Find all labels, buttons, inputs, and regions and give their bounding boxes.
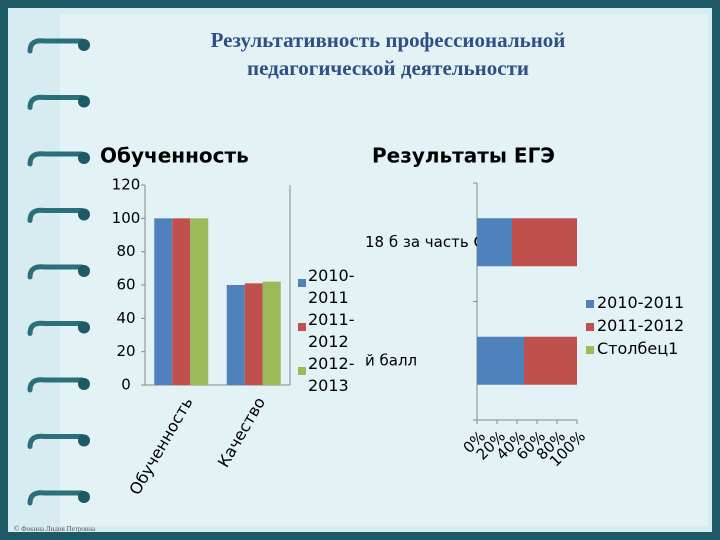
bar	[262, 281, 281, 385]
ring	[27, 264, 85, 280]
slide-title: Результативность профессиональной	[211, 28, 566, 52]
legend-label: 2011-2012	[597, 316, 685, 335]
ring-hole	[78, 321, 90, 334]
bar	[154, 218, 173, 385]
ring	[27, 94, 85, 110]
title-part: педагогической деятельности	[247, 56, 529, 80]
binding-rings	[27, 38, 90, 506]
y-tick-label: 0	[121, 376, 131, 394]
ring-hole	[78, 39, 90, 51]
legend-swatch	[298, 367, 306, 375]
title-part: Результативность профессиональной	[211, 28, 566, 52]
bar	[172, 218, 191, 385]
legend-swatch	[586, 323, 594, 331]
ring	[27, 377, 85, 393]
ring	[27, 490, 85, 506]
legend-label: 2010-2011	[597, 293, 685, 312]
legend-label: 2012-2013	[308, 354, 355, 395]
ring-hole	[78, 95, 90, 108]
bar	[226, 285, 245, 385]
legend-label: 2010-2011	[308, 266, 355, 307]
chart-title: Результаты ЕГЭ	[372, 144, 555, 168]
ring	[27, 207, 85, 223]
legend-label: Столбец1	[597, 339, 679, 358]
legend-label: 2011-2012	[308, 310, 355, 351]
ring-hole	[78, 152, 90, 164]
legend-swatch	[298, 279, 306, 287]
y-tick-label: 60	[116, 276, 135, 294]
ring	[27, 151, 85, 167]
legend-swatch	[298, 323, 306, 331]
y-tick-label: 18 б за часть С	[365, 233, 484, 251]
bar-segment	[477, 218, 512, 267]
ring-hole	[78, 265, 90, 277]
y-tick-label: 120	[112, 176, 141, 194]
ring-hole	[78, 434, 90, 447]
bar-segment	[512, 218, 577, 267]
bar-segment	[477, 336, 524, 385]
y-tick-label: й балл	[365, 351, 417, 369]
y-tick-label: 40	[116, 309, 135, 327]
ring	[27, 433, 85, 449]
bar	[190, 218, 209, 385]
ring	[27, 38, 85, 54]
footer: © Фокина Лидия Петровна	[14, 525, 96, 533]
ring-hole	[78, 491, 90, 503]
bar	[244, 283, 263, 385]
y-tick-label: 20	[116, 342, 135, 360]
ring-hole	[78, 378, 90, 390]
legend-swatch	[586, 346, 594, 354]
legend-swatch	[586, 300, 594, 308]
y-tick-label: 80	[116, 242, 135, 260]
slide-title-line2: педагогической деятельности	[247, 56, 529, 80]
chart-title: Обученность	[100, 144, 249, 168]
ring-hole	[78, 208, 90, 221]
bar-segment	[524, 336, 577, 385]
ring	[27, 320, 85, 336]
y-tick-label: 100	[112, 209, 141, 227]
